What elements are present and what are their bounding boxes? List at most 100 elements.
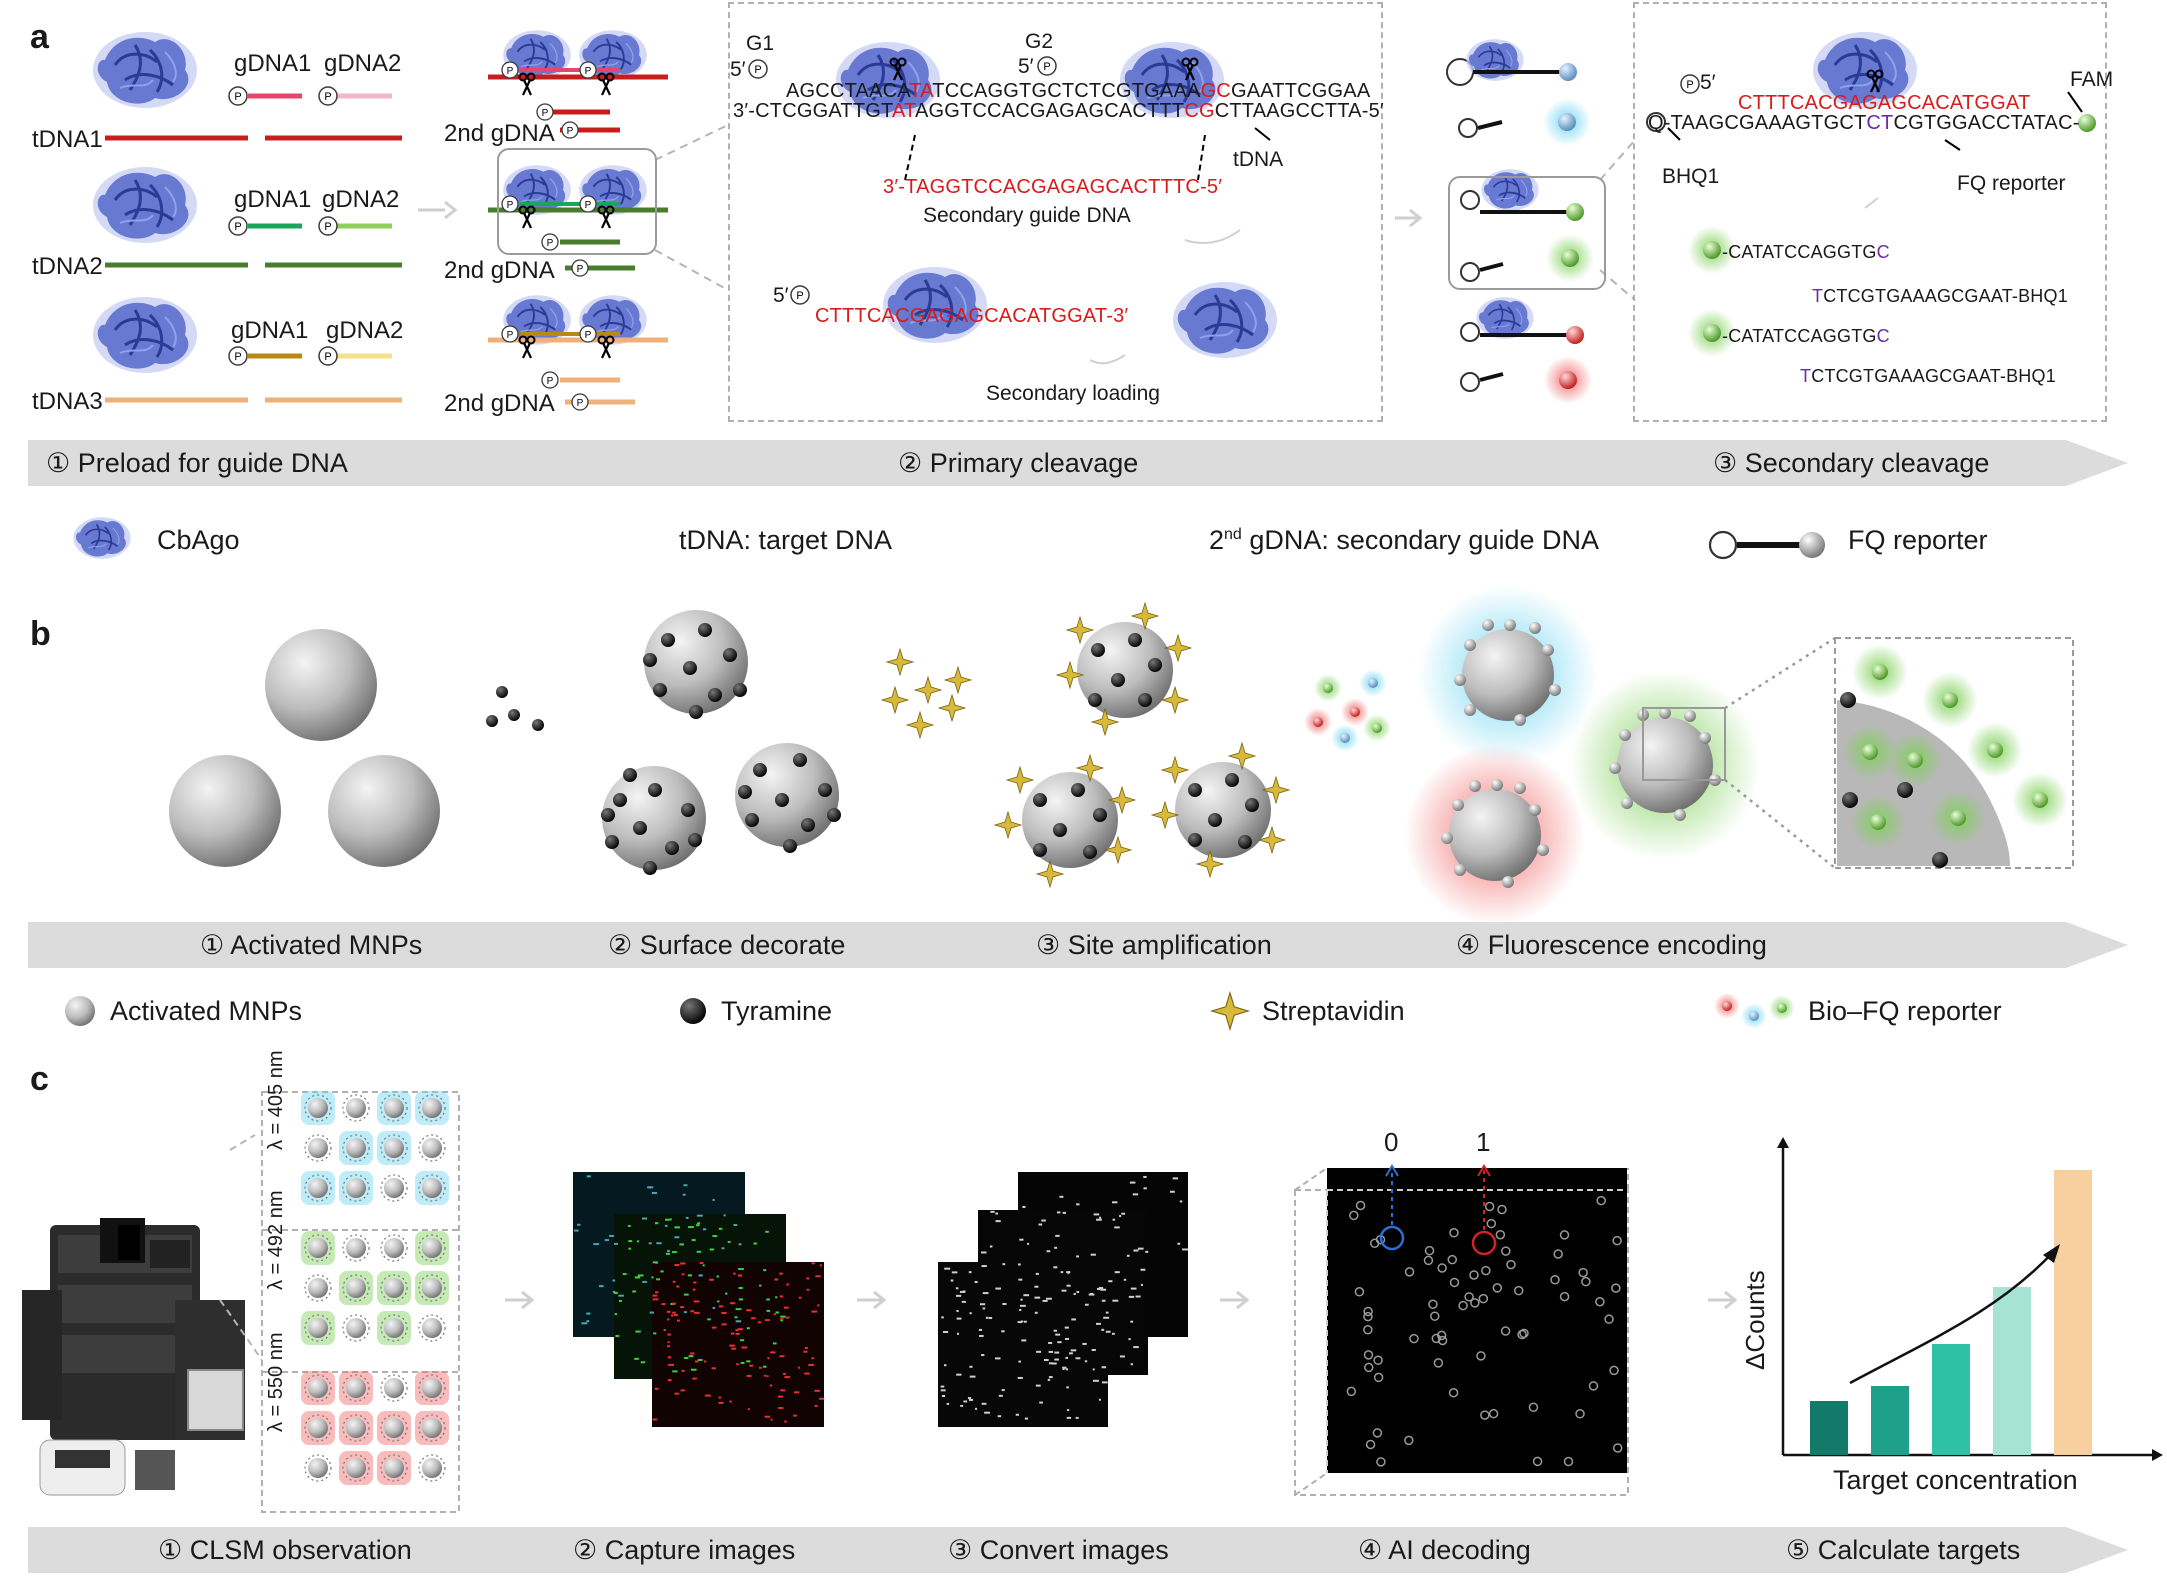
capture-pixel [690, 1352, 695, 1355]
convert-pixel [1047, 1378, 1051, 1381]
convert-pixel [984, 1411, 990, 1414]
capture-pixel [674, 1392, 680, 1395]
decode-mnp [1604, 1314, 1614, 1324]
capture-pixel [634, 1357, 639, 1360]
decode-mnp [1497, 1204, 1507, 1215]
capture-pixel [779, 1355, 785, 1358]
mnp-plain-2 [169, 755, 281, 867]
grid-mnp [346, 1318, 366, 1338]
capture-pixel [627, 1224, 631, 1227]
decode-mnp [1355, 1200, 1366, 1211]
decode-mnp [1478, 1293, 1489, 1304]
decode-mnp [1513, 1285, 1524, 1296]
capture-pixel [741, 1346, 748, 1349]
capture-pixel [784, 1420, 787, 1423]
convert-pixel [1143, 1175, 1147, 1178]
convert-pixel [1054, 1246, 1058, 1249]
convert-pixel [1020, 1298, 1023, 1301]
capture-pixel [770, 1351, 776, 1354]
capture-pixel [808, 1363, 815, 1366]
convert-pixel [1112, 1299, 1119, 1302]
convert-pixel [1036, 1350, 1042, 1353]
capture-pixel [654, 1387, 659, 1390]
capture-pixel [765, 1230, 769, 1233]
convert-pixel [1062, 1368, 1065, 1371]
panel-letter-b: b [30, 615, 51, 653]
capture-pixel [684, 1357, 689, 1360]
grid-mnp-spikes [380, 1374, 408, 1402]
capture-pixel [718, 1396, 721, 1399]
grid-mnp [384, 1278, 404, 1298]
capture-pixel [766, 1309, 771, 1312]
chart-bar-5 [2054, 1170, 2092, 1455]
capture-pixel [632, 1290, 636, 1293]
capture-pixel [811, 1262, 815, 1265]
convert-pixel [968, 1271, 972, 1274]
convert-pixel [985, 1316, 989, 1319]
capture-pixel [667, 1333, 671, 1336]
capture-pixel [614, 1291, 618, 1294]
grid-mnp-spikes [418, 1314, 446, 1342]
capture-pixel [691, 1368, 697, 1371]
convert-pixel [1018, 1263, 1021, 1266]
grid-mnp [384, 1138, 404, 1158]
capture-pixel [642, 1280, 647, 1283]
convert-pixel [1098, 1287, 1104, 1290]
convert-pixel [956, 1294, 962, 1297]
convert-pixel [1140, 1268, 1146, 1271]
capture-pixel [667, 1341, 670, 1344]
convert-pixel [1126, 1254, 1130, 1257]
mnp-amplified-3 [1151, 742, 1290, 878]
convert-pixel [1071, 1318, 1076, 1321]
convert-pixel [1073, 1293, 1076, 1296]
decode-mnp [1423, 1255, 1434, 1266]
capture-pixel [735, 1308, 742, 1311]
grid-mnp [422, 1418, 442, 1438]
target-bar-chart [1777, 1137, 2163, 1461]
capture-pixel [685, 1216, 689, 1219]
ai-decoding-cube [1294, 1164, 1629, 1496]
mnp-encoded-red [1405, 745, 1585, 925]
grid-mnp [422, 1178, 442, 1198]
grid-mnp [384, 1238, 404, 1258]
capture-pixel [774, 1278, 779, 1281]
capture-pixel [702, 1228, 707, 1231]
legend-fq: FQ reporter [1848, 525, 1988, 555]
cbago-protein-2 [91, 165, 199, 245]
grid-mnp [346, 1098, 366, 1118]
convert-pixel [1133, 1346, 1139, 1349]
capture-pixel [696, 1224, 700, 1227]
grid-mnp-spikes [342, 1314, 370, 1342]
capture-pixel [721, 1323, 727, 1326]
capture-pixel [727, 1240, 731, 1243]
grid-mnp [422, 1238, 442, 1258]
convert-pixel [1098, 1216, 1102, 1219]
convert-pixel [1075, 1357, 1081, 1360]
convert-pixel [1034, 1311, 1038, 1314]
grid-mnp [384, 1378, 404, 1398]
capture-pixel [682, 1193, 686, 1196]
capture-pixel [696, 1222, 701, 1225]
capture-pixel [586, 1312, 591, 1315]
grid-mnp [384, 1098, 404, 1118]
convert-pixel [1172, 1177, 1178, 1180]
convert-pixel [1177, 1242, 1181, 1245]
convert-pixel [1064, 1337, 1070, 1340]
grid-mnp-spikes [380, 1094, 408, 1122]
capture-pixel [702, 1264, 705, 1267]
decode-mnp [1596, 1195, 1606, 1206]
convert-pixel [981, 1354, 985, 1357]
grid-mnp-spikes [380, 1274, 408, 1302]
cbago-protein-3 [91, 295, 199, 375]
convert-pixel [982, 1292, 989, 1295]
svg-text:P: P [234, 221, 241, 233]
chart-bar-4 [1993, 1287, 2031, 1455]
svg-text:P: P [1043, 61, 1050, 73]
mnp-decorated-1 [643, 610, 748, 719]
convert-pixel [1096, 1218, 1102, 1221]
grid-mnp-spikes [342, 1454, 370, 1482]
capture-pixel [692, 1288, 696, 1291]
convert-pixel [955, 1287, 959, 1290]
convert-pixel [959, 1290, 966, 1293]
